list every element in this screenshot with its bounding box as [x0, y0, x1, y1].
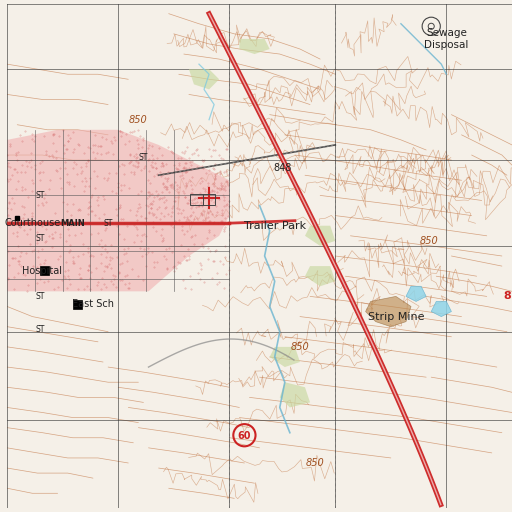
- Bar: [73, 300, 82, 309]
- Polygon shape: [240, 39, 270, 54]
- Text: Trailer Park: Trailer Park: [244, 221, 306, 231]
- Text: 850: 850: [129, 115, 148, 125]
- Text: ST: ST: [103, 219, 113, 228]
- Bar: [40, 266, 49, 274]
- Polygon shape: [406, 286, 426, 302]
- Polygon shape: [366, 296, 411, 327]
- Polygon shape: [305, 226, 335, 246]
- Text: Courthouse: Courthouse: [4, 218, 60, 228]
- Polygon shape: [431, 302, 452, 316]
- Bar: [190, 195, 203, 204]
- Text: Strip Mine: Strip Mine: [368, 312, 424, 322]
- Text: 850: 850: [291, 342, 309, 352]
- Polygon shape: [7, 130, 229, 291]
- Text: ST: ST: [35, 191, 45, 200]
- Text: MAIN: MAIN: [60, 219, 85, 228]
- Text: Hospital: Hospital: [23, 266, 62, 276]
- Text: 8: 8: [503, 291, 511, 302]
- Polygon shape: [270, 347, 300, 367]
- Text: Sewage
Disposal: Sewage Disposal: [424, 28, 468, 50]
- Text: 60: 60: [238, 431, 251, 441]
- Text: ST: ST: [35, 292, 45, 301]
- Text: ST: ST: [139, 153, 148, 162]
- Text: 848: 848: [273, 163, 291, 173]
- Polygon shape: [280, 382, 310, 408]
- Text: ST: ST: [35, 234, 45, 243]
- Text: 850: 850: [306, 458, 325, 468]
- Bar: [203, 195, 215, 204]
- Text: 850: 850: [419, 236, 438, 246]
- Text: ST: ST: [35, 325, 45, 334]
- Polygon shape: [189, 69, 219, 90]
- Text: East Sch: East Sch: [72, 299, 114, 309]
- Polygon shape: [305, 266, 335, 286]
